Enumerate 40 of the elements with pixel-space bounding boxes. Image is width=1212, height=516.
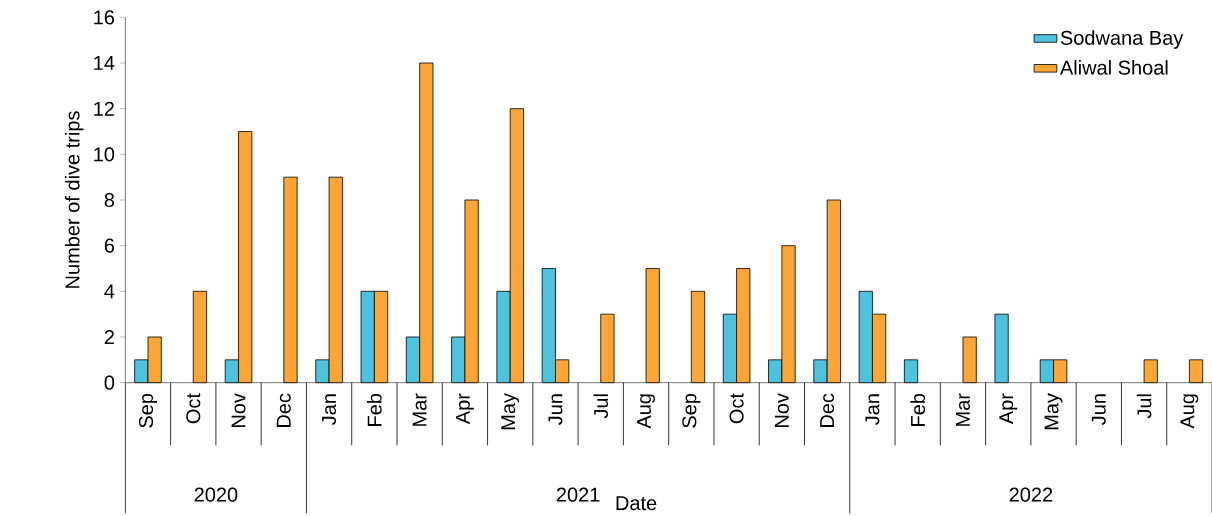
text: 2022 (1009, 487, 1053, 502)
x-tick-label: Sep (682, 393, 701, 428)
x-tick-label: Dec (820, 393, 835, 427)
x-tick-label: Jan (322, 394, 337, 425)
x-tick-label: May (1044, 393, 1063, 430)
y-tick-label: 12 (94, 101, 114, 116)
x-tick-label: Jun (548, 394, 563, 425)
x-tick-label: Dec (276, 393, 291, 427)
x-tick-label: Aug (1180, 394, 1199, 429)
x-tick-label: Apr (999, 393, 1018, 425)
x-tick-label: Jul (1136, 394, 1152, 419)
x-tick-label: Jul (593, 394, 609, 419)
x-tick-label: Sep (138, 393, 158, 428)
y-tick-label: 6 (104, 238, 115, 253)
legend-label: Aliwal Shoal (1059, 60, 1168, 75)
legend-label: Sodwana Bay (1060, 30, 1184, 49)
x-tick-label: Feb (910, 393, 926, 426)
x-tick-label: Feb (367, 393, 382, 426)
y-tick-label: 0 (104, 375, 115, 390)
x-tick-label: Jun (1091, 394, 1106, 425)
y-axis-title: Number of dive trips (64, 111, 84, 288)
x-tick-label: Aug (637, 394, 655, 429)
y-tick-label: 8 (104, 192, 115, 208)
text: 2021 (556, 487, 600, 502)
x-tick-label: May (501, 393, 520, 430)
x-tick-label: Mar (956, 393, 970, 426)
text: 2020 (194, 487, 238, 502)
x-tick-label: Apr (455, 393, 474, 425)
x-tick-label: Oct (186, 393, 201, 424)
x-tick-label: Nov (774, 393, 789, 427)
y-tick-label: 4 (104, 284, 115, 299)
y-tick-label: 16 (94, 10, 115, 25)
x-tick-label: Oct (729, 393, 744, 424)
x-tick-label: Mar (412, 393, 427, 426)
x-tick-label: Nov (231, 393, 246, 427)
y-tick-label: 10 (94, 147, 115, 162)
x-tick-label: Jan (865, 394, 880, 425)
y-tick-label: 14 (94, 56, 115, 70)
x-axis-title: Date (616, 496, 657, 511)
y-tick-label: 2 (104, 330, 114, 344)
